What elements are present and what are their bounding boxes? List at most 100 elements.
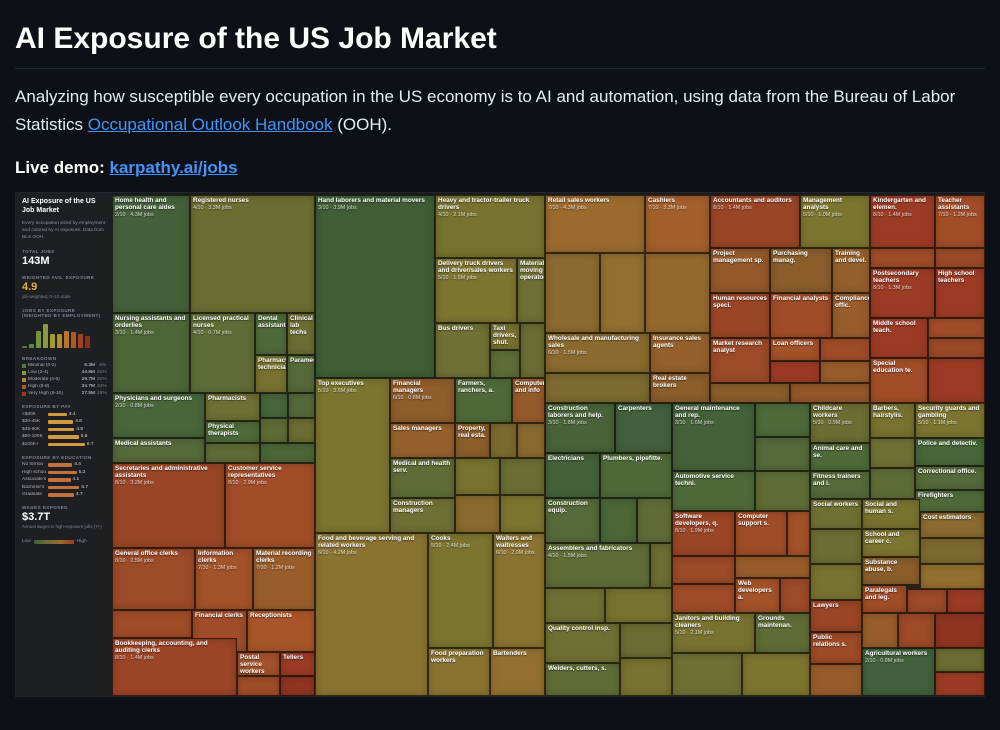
tile-label: Food preparation workers: [431, 650, 484, 665]
treemap-tile: High school teachers: [935, 268, 985, 319]
tile-label: Teacher assistants: [938, 197, 970, 212]
treemap-tile: Construction equip.: [545, 498, 600, 544]
treemap-tile: [810, 529, 862, 565]
tile-label: Correctional office.: [918, 468, 977, 476]
color-legend: Low High: [22, 539, 106, 544]
treemap-tile: Customer service representatives 8/10 · 2…: [225, 463, 315, 549]
tile-sub: 7/10 · 1.2M jobs: [256, 565, 295, 572]
treemap-tile: Quality control insp.: [545, 623, 620, 664]
tile-sub: 3/10 · 1.6M jobs: [675, 420, 714, 427]
tile-sub: 6/10 · 0.8M jobs: [393, 395, 432, 402]
wages-value: $3.7T: [22, 511, 51, 524]
tile-label: Postal service workers: [240, 654, 265, 676]
tile-label: Waiters and waitresses: [496, 535, 532, 550]
treemap-tile: Bartenders: [490, 648, 545, 697]
tile-sub: 5/10 · 1.5M jobs: [438, 275, 477, 282]
tile-sub: 4/10 · 0.7M jobs: [193, 330, 232, 337]
tile-label: Taxi drivers, shut.: [493, 325, 517, 347]
tile-label: Management analysts: [803, 197, 843, 212]
intro-text: Analyzing how susceptible every occupati…: [15, 83, 985, 138]
tile-label: Compliance offic.: [835, 295, 870, 310]
live-demo-link[interactable]: karpathy.ai/jobs: [109, 158, 238, 178]
tile-sub: 7/10 · 3.3M jobs: [648, 205, 687, 212]
treemap-tile: General maintenance and rep. 3/10 · 1.6M …: [672, 403, 755, 472]
tile-sub: 2/10 · 4.3M jobs: [115, 212, 154, 219]
tile-label: Janitors and building cleaners: [675, 615, 740, 630]
tile-label: Market research analyst: [713, 340, 763, 355]
education-row-value: 5.2: [78, 469, 86, 475]
treemap-tile: Janitors and building cleaners 5/10 · 2.1…: [672, 613, 755, 654]
tile-label: Childcare workers: [813, 405, 843, 420]
breakdown-row: Minimal (0-2) 6.3M 4%: [22, 363, 106, 368]
treemap-tile: [755, 471, 810, 512]
total-jobs-label: Total jobs: [22, 249, 55, 255]
education-row-value: 4.4: [74, 462, 81, 468]
treemap-tile: Human resources speci.: [710, 293, 770, 339]
pay-row-bar: [48, 427, 75, 432]
tile-label: Financial managers: [393, 380, 424, 395]
treemap-tile: [672, 584, 735, 614]
tile-label: General office clerks: [115, 550, 178, 558]
education-row-label: Graduate: [22, 492, 43, 498]
histogram-bar: [85, 336, 90, 349]
tile-label: Wholesale and manufacturing sales: [548, 335, 639, 350]
treemap-tile: [672, 556, 735, 585]
treemap-tile: Police and detectiv.: [915, 438, 985, 467]
treemap-tile: [637, 498, 672, 544]
education-row-bar: [48, 485, 80, 490]
treemap-tile: Receptionists: [247, 610, 315, 653]
treemap-tile: Farmers, ranchers, a.: [455, 378, 512, 424]
education-row-label: Associate's: [22, 477, 46, 483]
breakdown-row-value: 27.5M: [81, 391, 95, 397]
tile-label: Cost estimators: [923, 514, 972, 522]
pay-row-bar: [48, 420, 74, 424]
treemap-canvas: Home health and personal care aides 2/10 …: [112, 195, 985, 697]
breakdown-row: Moderate (4-6) 29.7M 21%: [22, 377, 107, 383]
tile-label: Secretaries and administrative assistant…: [115, 465, 208, 480]
treemap-tile: Social workers: [810, 499, 862, 530]
histogram-bar: [29, 344, 34, 349]
live-demo-label: Live demo:: [15, 158, 110, 178]
education-row: No formal 4.4: [22, 462, 106, 467]
treemap-tile: Home health and personal care aides 2/10 …: [112, 195, 190, 314]
treemap-tile: [928, 318, 985, 339]
breakdown-row-value: 29.7M: [81, 377, 95, 383]
ooh-link[interactable]: Occupational Outlook Handbook: [87, 114, 333, 134]
tile-label: Physical therapists: [208, 423, 239, 438]
pay-row: <$30K 3.4: [22, 412, 106, 417]
education-row-value: 5.7: [81, 484, 89, 490]
treemap-tile: [605, 588, 672, 624]
tile-label: Accountants and auditors: [713, 197, 792, 205]
breakdown-row-label: Moderate (4-6): [28, 377, 60, 383]
tile-label: Hand laborers and material movers: [318, 197, 425, 205]
treemap-tile: Assemblers and fabricators 4/10 · 1.5M jo…: [545, 543, 650, 589]
tile-label: Financial analysts: [773, 295, 829, 303]
treemap-tile: Waiters and waitresses 6/10 · 2.0M jobs: [493, 533, 545, 649]
tile-label: Quality control insp.: [548, 625, 610, 633]
treemap-tile: [650, 543, 672, 589]
treemap-tile: Financial managers 6/10 · 0.8M jobs: [390, 378, 455, 424]
tile-sub: 2/10 · 0.8M jobs: [115, 403, 154, 410]
treemap-tile: Medical and health serv.: [390, 458, 455, 499]
avg-exposure-label: Weighted avg. exposure: [22, 275, 95, 281]
treemap-tile: Kindergarten and elemen. 8/10 · 1.4M jobs: [870, 195, 935, 249]
tile-label: Fitness trainers and i.: [813, 473, 861, 488]
wages-label: Wages exposed: [22, 505, 68, 511]
treemap-tile: Postsecondary teachers 8/10 · 1.3M jobs: [870, 268, 935, 319]
tile-sub: 7/10 · 4.3M jobs: [548, 205, 587, 212]
pay-row-label: $100K+: [22, 441, 39, 447]
histogram-bar: [50, 334, 55, 349]
tile-sub: 2/10 · 0.8M jobs: [865, 658, 904, 665]
breakdown-row: Low (2-4) 44.8M 31%: [22, 370, 107, 375]
tile-label: Physicians and surgeons: [115, 395, 193, 403]
tile-label: Medical and health serv.: [393, 460, 451, 475]
treemap-tile: [810, 564, 862, 601]
treemap-tile: [288, 393, 315, 419]
tile-label: School and career c.: [865, 531, 900, 546]
treemap-tile: Automotive service techni.: [672, 471, 755, 512]
page-title: AI Exposure of the US Job Market: [15, 22, 985, 69]
treemap-tile: [645, 253, 710, 334]
histogram-bar: [22, 346, 27, 349]
tile-label: Police and detectiv.: [918, 440, 978, 448]
pay-row-label: $45-60K: [22, 426, 41, 432]
